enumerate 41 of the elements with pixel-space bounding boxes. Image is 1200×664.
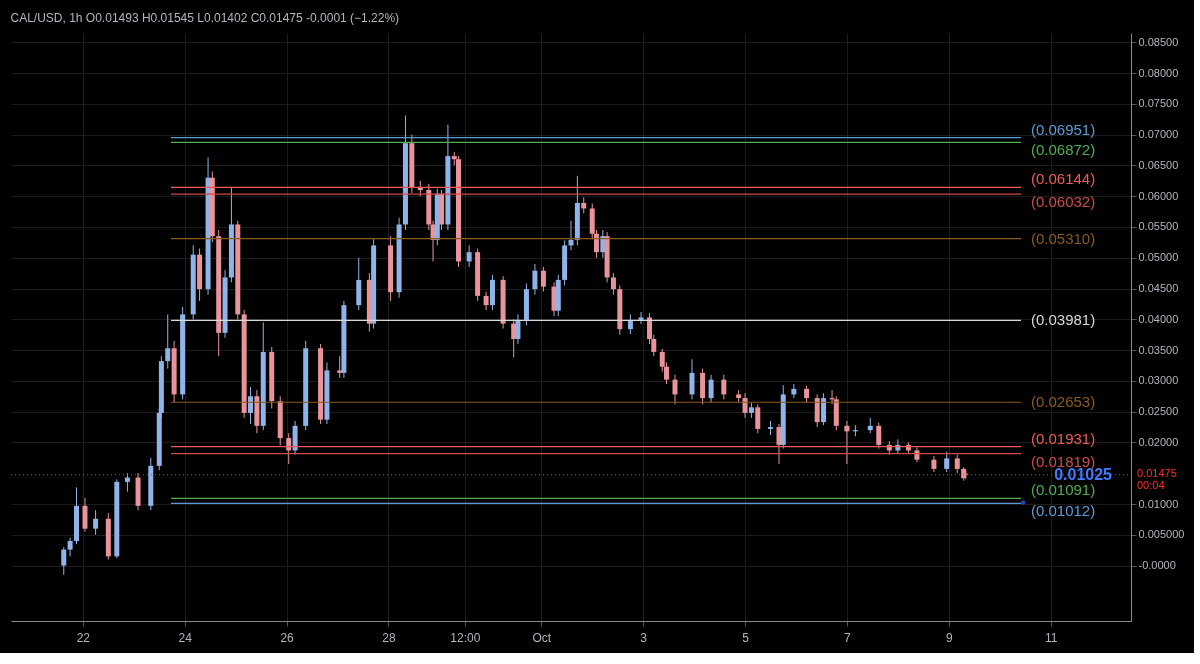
y-tick-label: -0.0000 xyxy=(1138,559,1176,572)
y-tick-label: 0.05500 xyxy=(1138,220,1179,233)
y-tick-label: 0.07500 xyxy=(1138,97,1179,110)
x-tick-label: 7 xyxy=(844,630,852,645)
y-tick-label: 0.02000 xyxy=(1138,435,1179,448)
y-tick-label: 0.07000 xyxy=(1138,128,1179,141)
x-tick-label: 5 xyxy=(742,630,750,645)
x-tick-label: 9 xyxy=(945,630,953,645)
ref-line-label: (0.02653) xyxy=(1031,393,1096,411)
ref-line-label: (0.06032) xyxy=(1031,193,1096,211)
ref-line-label: (0.03981) xyxy=(1031,311,1096,329)
y-tick-label: 0.005000 xyxy=(1138,528,1185,541)
ref-line-label: (0.01931) xyxy=(1031,429,1096,447)
y-tick-label: 0.04000 xyxy=(1138,312,1179,325)
y-tick-label: 0.03500 xyxy=(1138,343,1179,356)
ref-line-label: (0.01819) xyxy=(1031,452,1096,470)
y-tick-label: 0.03000 xyxy=(1138,374,1179,387)
x-tick-label: Oct xyxy=(532,630,552,645)
x-tick-label: 12:00 xyxy=(450,630,481,645)
y-tick-label: 0.06000 xyxy=(1138,189,1179,202)
x-tick-label: 3 xyxy=(640,630,648,645)
x-tick-label: 28 xyxy=(382,630,396,645)
y-tick-label: 0.08000 xyxy=(1138,66,1179,79)
chart-title: CAL/USD, 1h O0.01493 H0.01545 L0.01402 C0.01475 -0.0001 (−1.22%) xyxy=(10,11,400,25)
ref-line-label: 0.01475 00:04 xyxy=(1137,466,1177,491)
y-tick-label: 0.04500 xyxy=(1138,282,1179,295)
y-tick-label: 0.06500 xyxy=(1138,158,1179,171)
x-tick-label: 11 xyxy=(1044,630,1058,645)
y-tick-label: 0.05000 xyxy=(1138,251,1179,264)
ref-line-label: (0.05310) xyxy=(1031,229,1096,247)
ref-line-label: (0.06872) xyxy=(1031,141,1096,159)
y-tick-label: 0.02500 xyxy=(1138,405,1179,418)
y-tick-label: 0.01000 xyxy=(1138,497,1179,510)
ref-line-label: (0.06951) xyxy=(1031,120,1096,138)
x-tick-label: 26 xyxy=(280,630,295,645)
ref-line-label: (0.01091) xyxy=(1031,481,1096,499)
x-tick-label: 24 xyxy=(178,630,193,645)
ref-line-label: (0.06144) xyxy=(1031,170,1096,188)
ref-line-label: (0.01012) xyxy=(1031,502,1096,520)
y-tick-label: 0.08500 xyxy=(1138,35,1179,48)
x-tick-label: 22 xyxy=(76,630,91,645)
